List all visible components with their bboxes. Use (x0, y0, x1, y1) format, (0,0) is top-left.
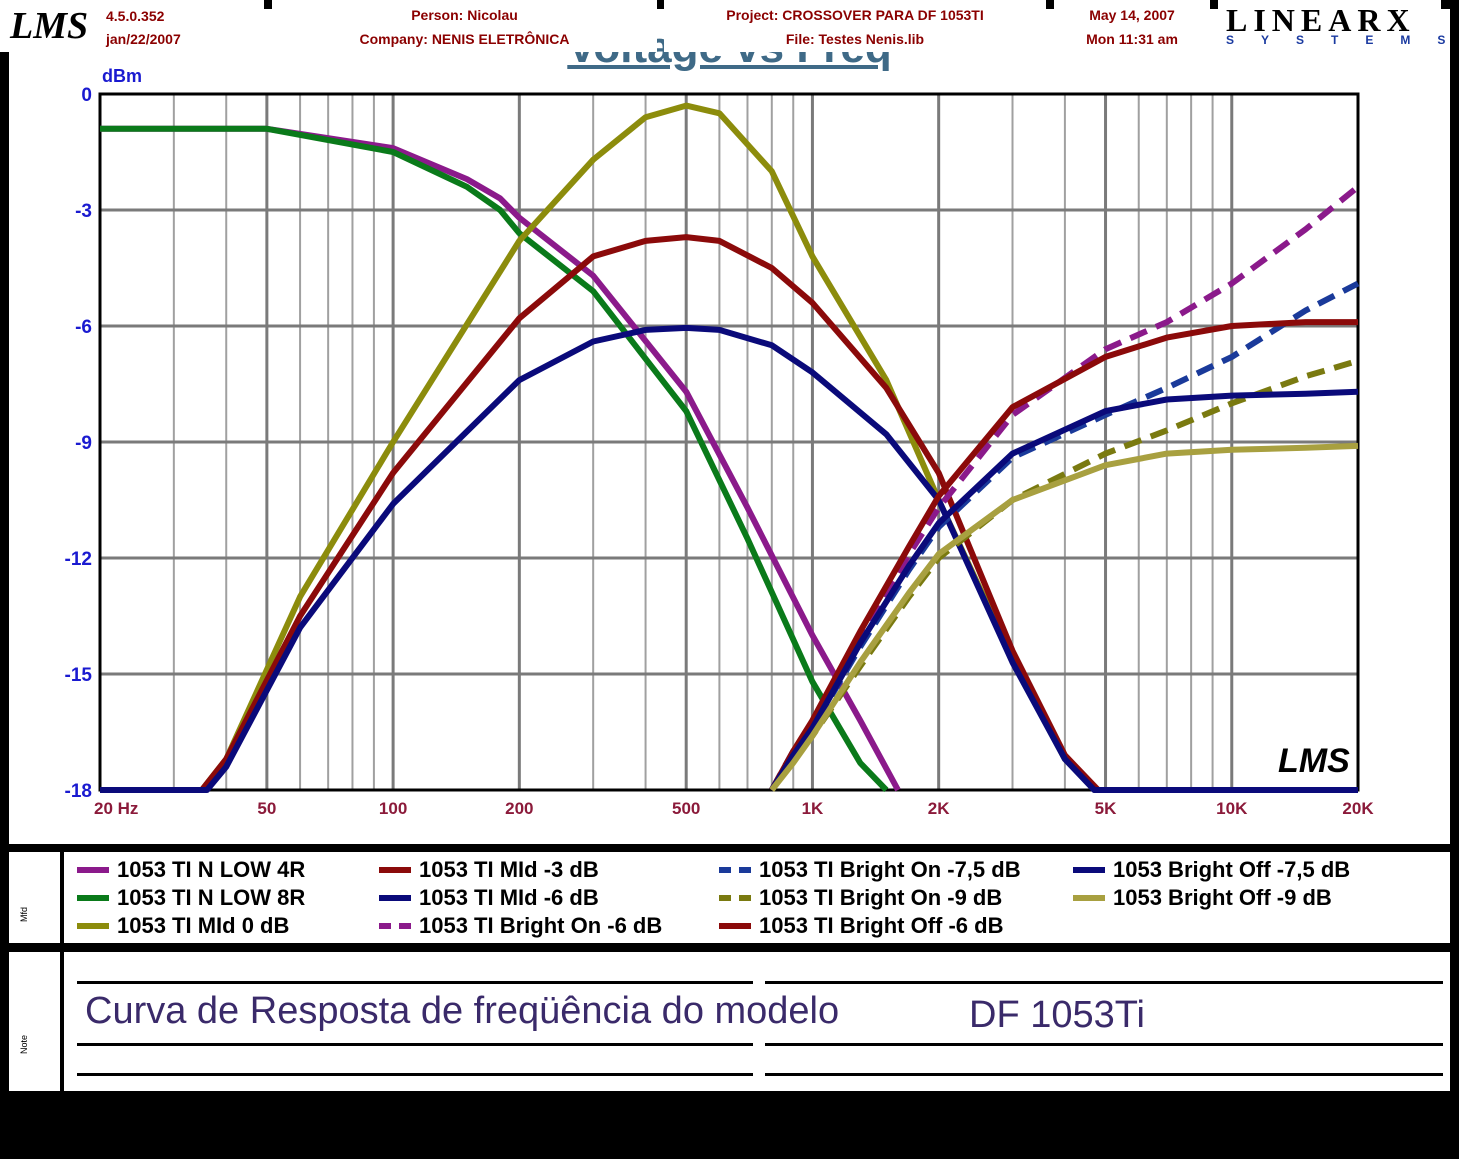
legend-swatch (719, 895, 751, 901)
legend-swatch (719, 867, 751, 873)
legend-label: 1053 TI Bright On -6 dB (419, 913, 663, 938)
legend-label: 1053 Bright Off -9 dB (1113, 885, 1332, 910)
legend-swatch (77, 867, 109, 873)
legend-item: 1053 TI MId 0 dB (77, 913, 289, 939)
legend-panel: Mfd 1053 TI N LOW 4R 1053 TI N LOW 8R 1053… (9, 852, 1450, 943)
legend-item: 1053 TI N LOW 4R (77, 857, 305, 883)
plot-frame (98, 92, 1360, 792)
version-date-text: jan/22/2007 (106, 31, 181, 47)
notes-panel: Note Curva de Resposta de freqüência do … (9, 952, 1450, 1091)
series-line (100, 125, 901, 792)
legend-swatch (379, 895, 411, 901)
legend-item: 1053 TI Bright On -6 dB (379, 913, 662, 939)
x-tick-label: 10K (1216, 799, 1248, 818)
note-text: Curva de Resposta de freqüência do model… (85, 990, 840, 1032)
footer-version-box: LMS 4.5.0.352 jan/22/2007 (0, 0, 264, 52)
file-text: File: Testes Nenis.lib (785, 31, 925, 47)
footer-person-box: Person: Nicolau Company: NENIS ELETRÔNIC… (272, 0, 657, 52)
linearx-logo: LINEARX (1226, 2, 1416, 38)
notes-side-tag: Note (19, 1034, 29, 1054)
legend-label: 1053 TI MId -6 dB (419, 885, 599, 910)
legend-label: 1053 TI Bright On -9 dB (759, 885, 1003, 910)
legend-item: 1053 TI Bright Off -6 dB (719, 913, 1003, 939)
footer: LMS 4.5.0.352 jan/22/2007 Person: Nicola… (0, 0, 1445, 52)
legend-swatch (77, 923, 109, 929)
legend-side-tag: Mfd (19, 906, 29, 922)
legend-item: 1053 TI N LOW 8R (77, 885, 305, 911)
legend-label: 1053 TI N LOW 8R (117, 885, 306, 910)
lms-logo: LMS (10, 5, 89, 47)
legend-swatch (1073, 895, 1105, 901)
series-line (769, 319, 1358, 792)
legend-item: 1053 Bright Off -9 dB (1073, 885, 1332, 911)
watermark-logo: LMS (1278, 742, 1350, 780)
chart-plot: 0 -3 -6 -9 -12 -15 -18 dBm 20 Hz 50 100 200 500 1K 2K 5… (65, 66, 1375, 818)
linearx-systems-text: SYSTEMS (1226, 33, 1459, 47)
note-rule (77, 1043, 753, 1046)
legend-label: 1053 TI N LOW 4R (117, 857, 306, 882)
legend-swatch (379, 867, 411, 873)
date-text: May 14, 2007 (1089, 7, 1175, 23)
x-tick-label: 5K (1095, 799, 1117, 818)
legend-label: 1053 Bright Off -7,5 dB (1113, 857, 1351, 882)
footer-date-box: May 14, 2007 Mon 11:31 am (1054, 0, 1210, 52)
legend-item: 1053 TI MId -6 dB (379, 885, 599, 911)
note-rule (77, 981, 753, 984)
y-tick-label: -9 (75, 433, 92, 454)
x-tick-label: 100 (379, 799, 407, 818)
series-line (100, 234, 1358, 793)
legend-side-strip: Mfd (9, 852, 64, 943)
y-tick-label: -15 (65, 665, 93, 686)
legend-label: 1053 TI MId 0 dB (117, 913, 290, 938)
series-line (769, 388, 1359, 792)
x-tick-label: 2K (928, 799, 950, 818)
note-rule (765, 1043, 1443, 1046)
series-line (100, 324, 1358, 793)
legend-swatch (1073, 867, 1105, 873)
footer-project-box: Project: CROSSOVER PARA DF 1053TI File: … (664, 0, 1046, 52)
x-tick-label: 20 Hz (94, 799, 138, 818)
notes-side-strip: Note (9, 952, 64, 1091)
note-model: DF 1053Ti (969, 994, 1145, 1036)
y-tick-label: -18 (65, 781, 92, 802)
series-line (100, 102, 1358, 793)
note-rule (765, 981, 1443, 984)
note-rule (77, 1073, 753, 1076)
x-tick-label: 50 (257, 799, 276, 818)
legend-item: 1053 TI MId -3 dB (379, 857, 599, 883)
person-text: Person: Nicolau (411, 7, 518, 23)
legend-swatch (379, 923, 411, 929)
x-tick-label: 500 (672, 799, 700, 818)
version-text: 4.5.0.352 (106, 8, 165, 24)
legend-item: 1053 TI Bright On -7,5 dB (719, 857, 1021, 883)
time-text: Mon 11:31 am (1086, 31, 1178, 47)
legend-item: 1053 Bright Off -7,5 dB (1073, 857, 1350, 883)
legend-swatch (719, 923, 751, 929)
legend-label: 1053 TI Bright Off -6 dB (759, 913, 1004, 938)
legend-label: 1053 TI MId -3 dB (419, 857, 599, 882)
x-tick-label: 200 (505, 799, 533, 818)
y-tick-label: 0 (81, 85, 92, 106)
y-tick-label: -6 (75, 317, 92, 338)
y-tick-label: -3 (75, 201, 92, 222)
x-tick-label: 20K (1342, 799, 1374, 818)
y-tick-label: -12 (65, 549, 92, 570)
project-text: Project: CROSSOVER PARA DF 1053TI (726, 7, 984, 23)
legend-label: 1053 TI Bright On -7,5 dB (759, 857, 1021, 882)
y-axis-label: dBm (102, 66, 142, 86)
legend-item: 1053 TI Bright On -9 dB (719, 885, 1002, 911)
legend-swatch (77, 895, 109, 901)
series-line (769, 442, 1359, 792)
x-tick-label: 1K (802, 799, 824, 818)
note-rule (765, 1073, 1443, 1076)
footer-brand-box: LINEARX SYSTEMS (1218, 0, 1445, 52)
series-line (100, 125, 889, 793)
company-text: Company: NENIS ELETRÔNICA (359, 31, 570, 47)
